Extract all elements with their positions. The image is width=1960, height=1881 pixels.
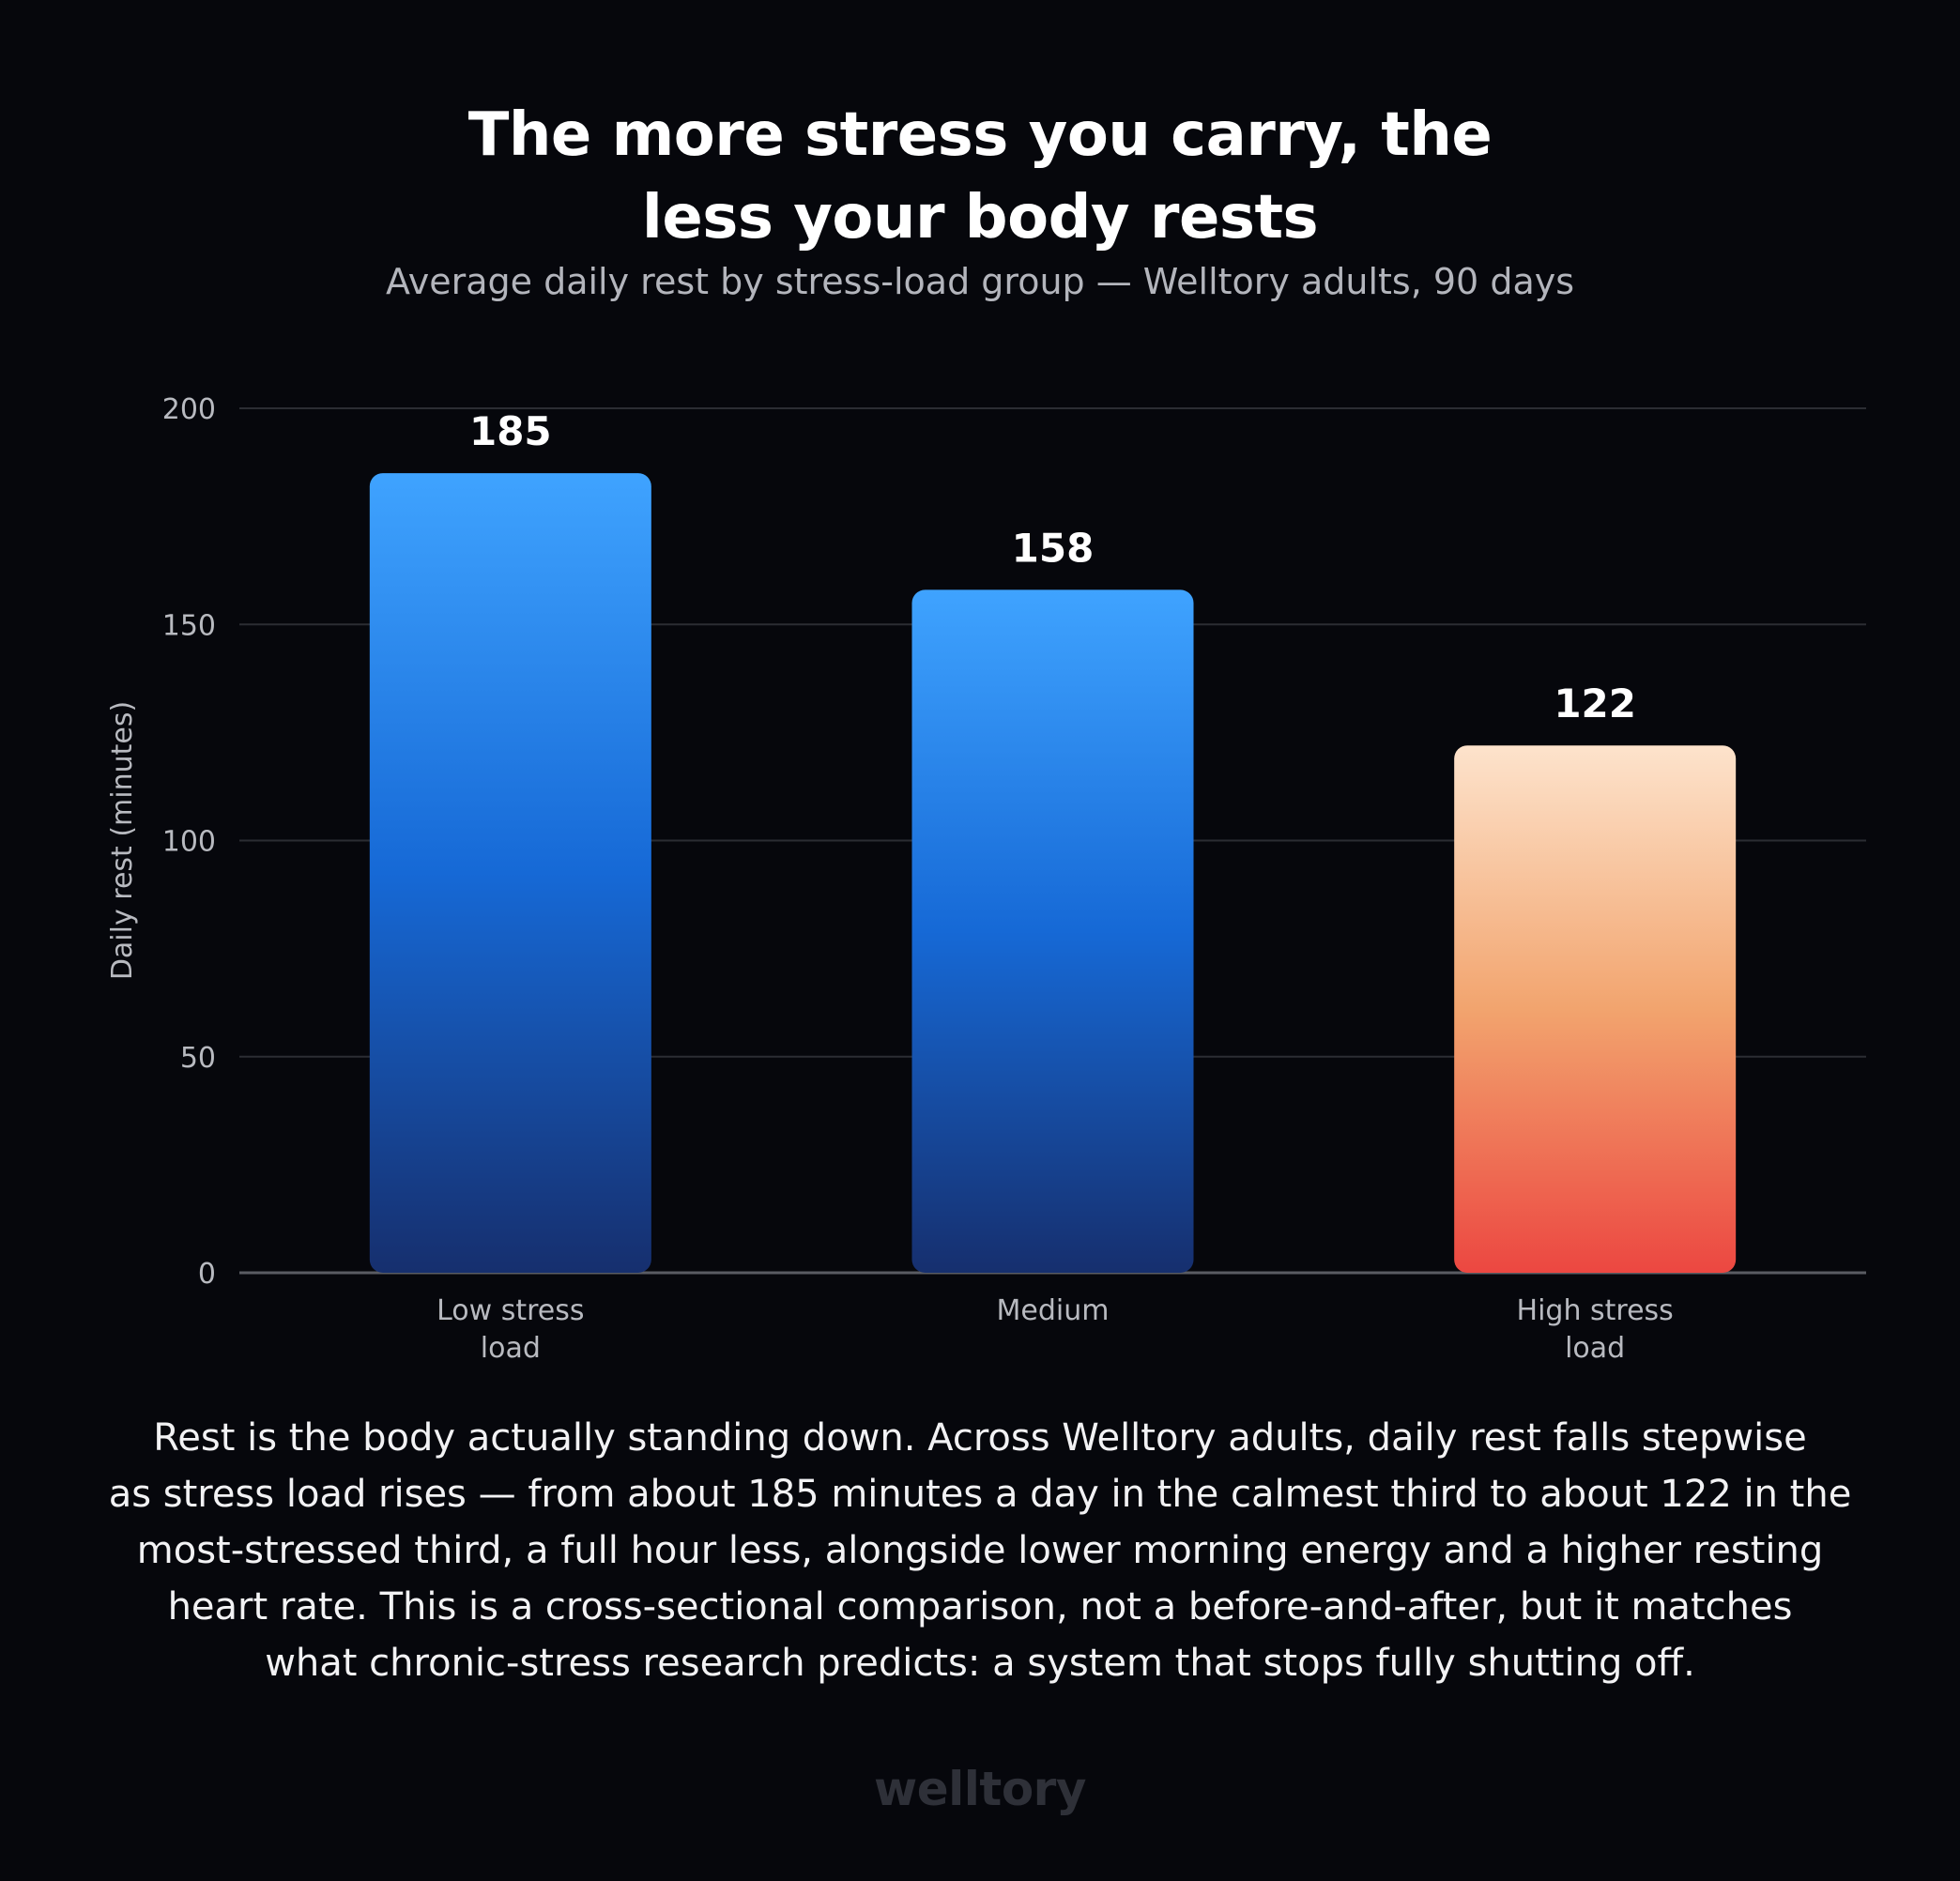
bar-1 xyxy=(911,589,1194,1273)
y-tick-label-50: 50 xyxy=(180,1042,216,1075)
bar-value-label-1: 158 xyxy=(1012,525,1095,571)
y-tick-label-150: 150 xyxy=(162,609,216,642)
caption-line-3: most-stressed third, a full hour less, a… xyxy=(136,1529,1824,1572)
y-tick-label-100: 100 xyxy=(162,826,216,859)
x-tick-label-2-line-1: load xyxy=(1565,1332,1625,1365)
bar-2 xyxy=(1454,745,1737,1273)
bar-value-label-2: 122 xyxy=(1554,681,1636,726)
caption-line-2: as stress load rises — from about 185 mi… xyxy=(108,1473,1852,1516)
y-axis-label: Daily rest (minutes) xyxy=(106,701,139,980)
caption-line-5: what chronic-stress research predicts: a… xyxy=(265,1642,1695,1685)
chart-title-line-1: The more stress you carry, the xyxy=(467,100,1493,170)
caption-line-4: heart rate. This is a cross-sectional co… xyxy=(167,1585,1793,1629)
chart-title-line-2: less your body rests xyxy=(641,183,1319,252)
chart-subtitle: Average daily rest by stress-load group … xyxy=(385,261,1575,302)
bar-chart: 0 50 100 150 200 Daily rest (minutes) 185 Low s… xyxy=(106,393,1866,1365)
welltory-logo: welltory xyxy=(874,1762,1086,1816)
chart-caption: Rest is the body actually standing down.… xyxy=(84,1410,1876,1691)
bar-0 xyxy=(369,473,651,1273)
x-tick-label-1-line-0: Medium xyxy=(997,1294,1110,1327)
y-tick-label-200: 200 xyxy=(162,393,216,426)
x-tick-label-0-line-0: Low stress xyxy=(436,1294,584,1327)
chart-title: The more stress you carry, the less your… xyxy=(0,94,1960,259)
bar-value-label-0: 185 xyxy=(469,408,552,454)
x-tick-label-0-line-1: load xyxy=(481,1332,541,1365)
x-tick-label-2-line-0: High stress xyxy=(1517,1294,1674,1327)
caption-line-1: Rest is the body actually standing down.… xyxy=(153,1416,1807,1460)
y-tick-label-0: 0 xyxy=(198,1258,216,1291)
